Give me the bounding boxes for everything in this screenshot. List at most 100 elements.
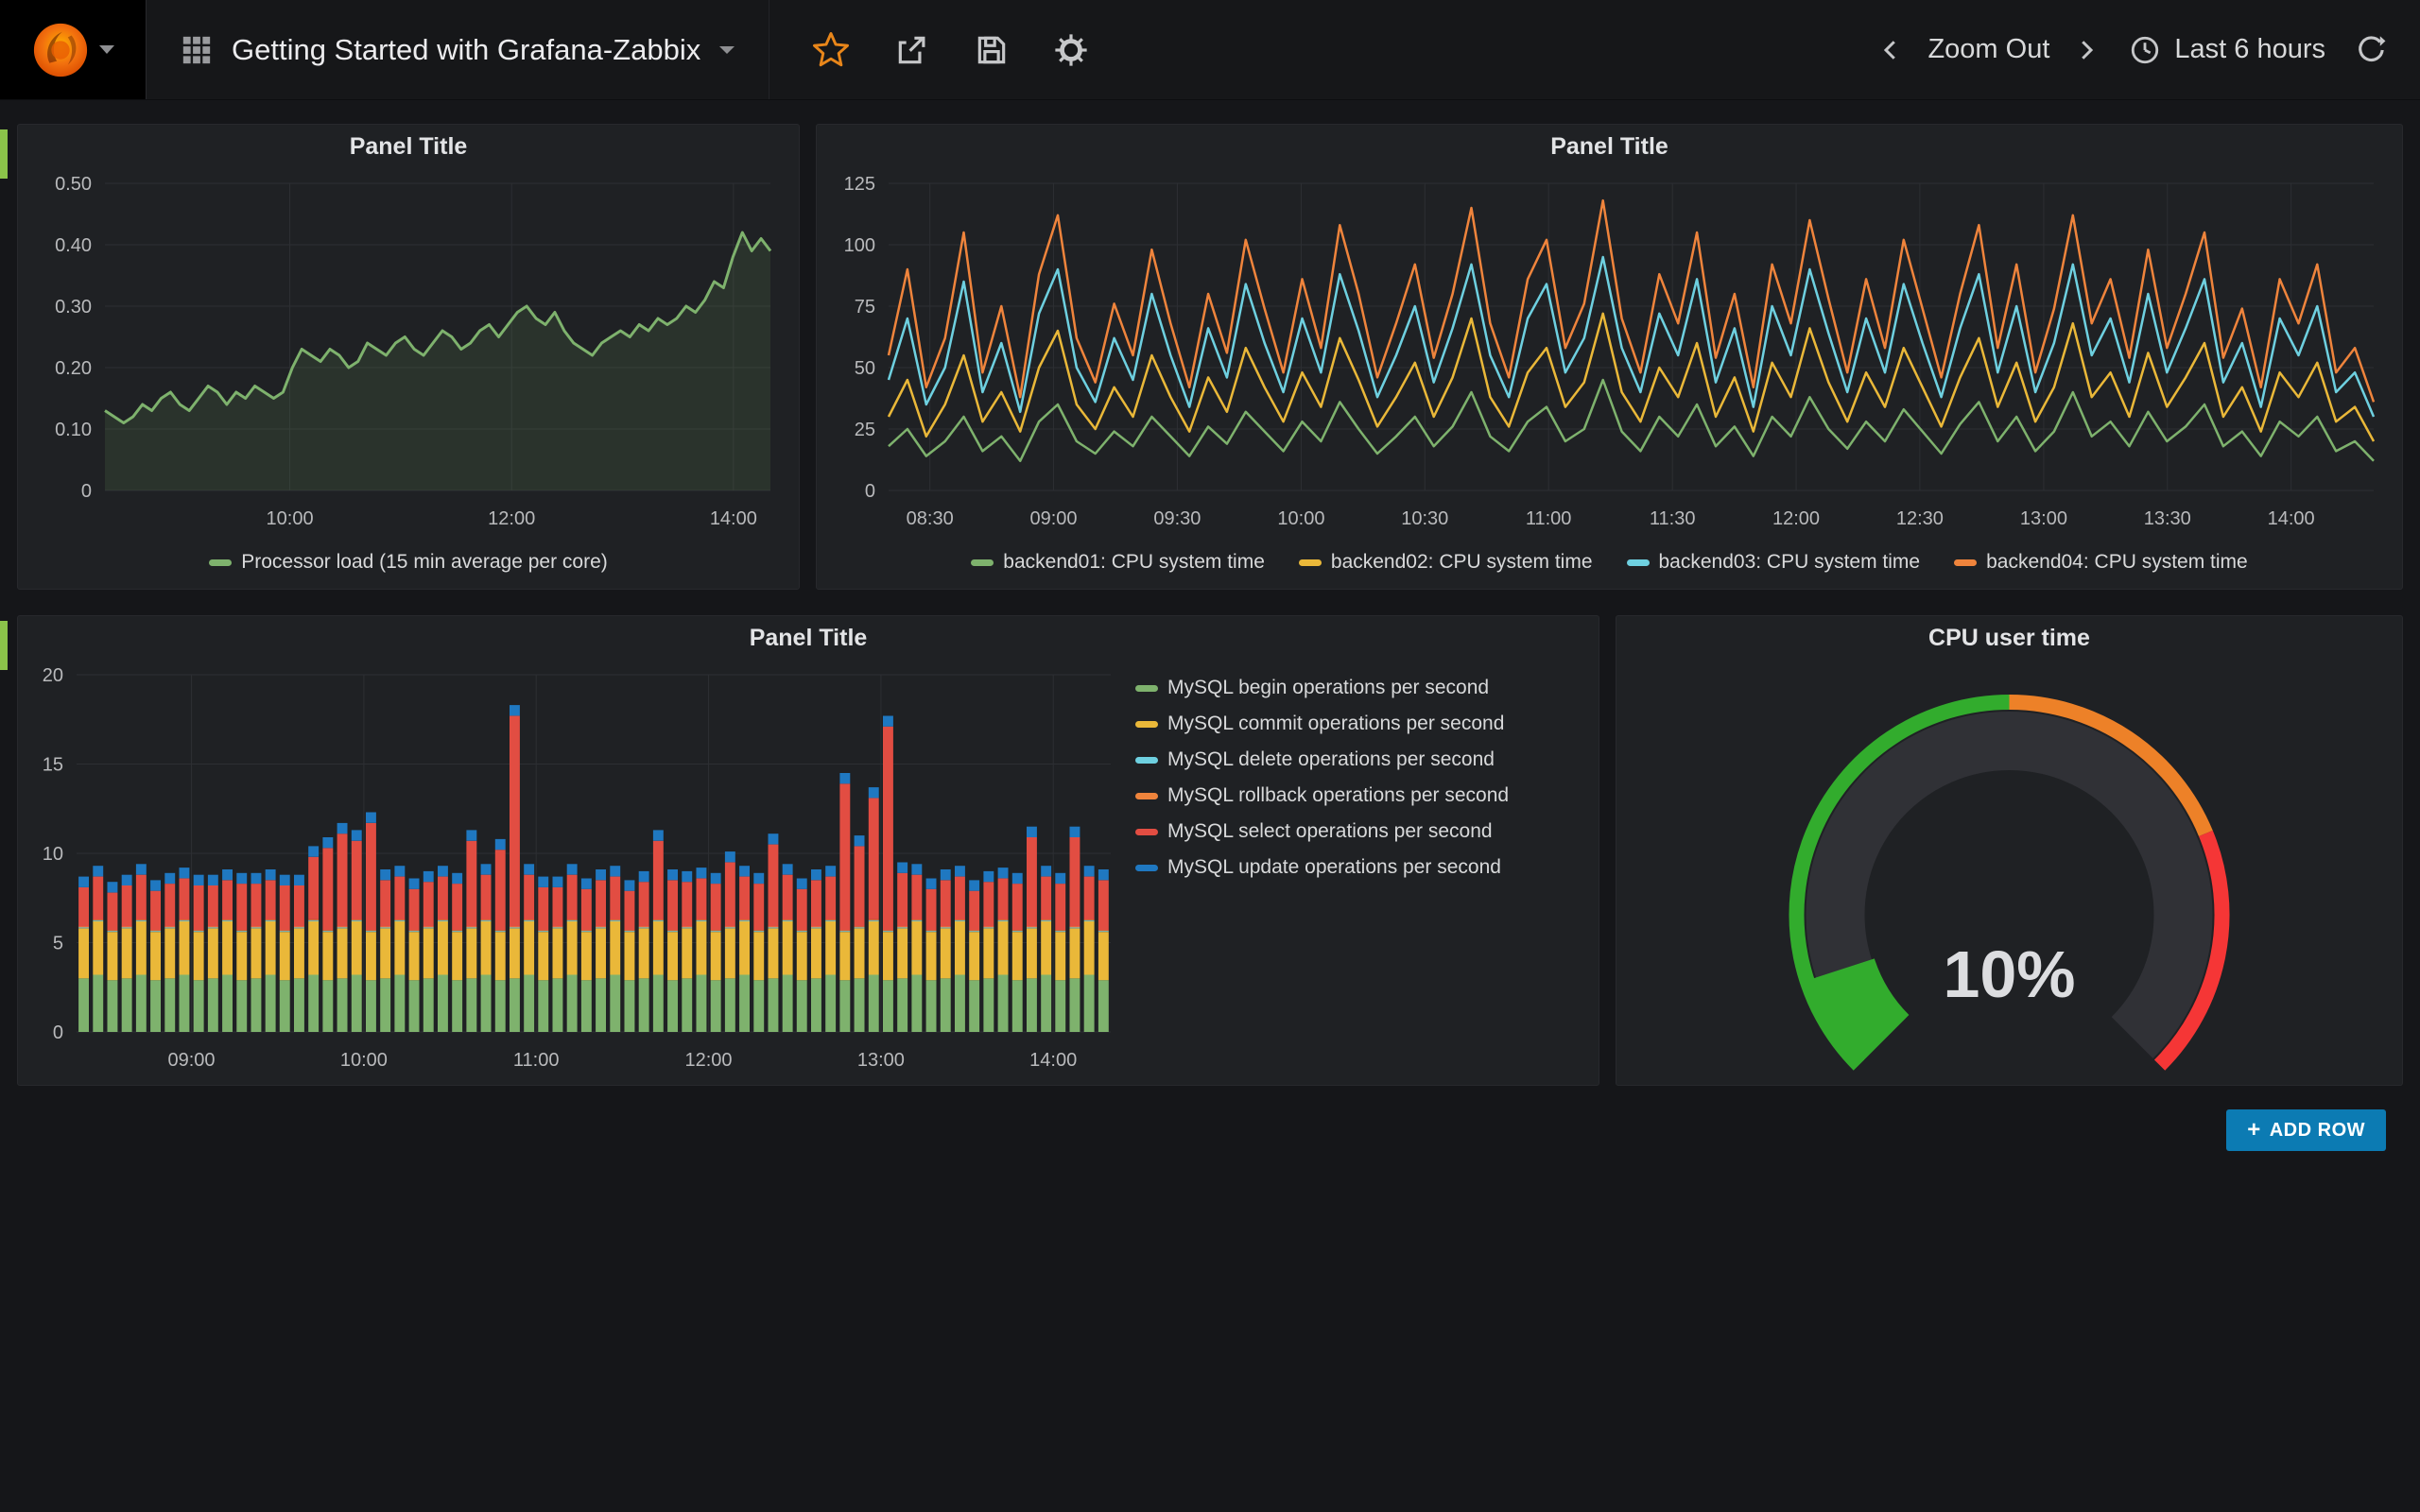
legend-item[interactable]: backend03: CPU system time [1626,551,1921,574]
legend-item[interactable]: backend02: CPU system time [1298,551,1593,574]
row-handle[interactable] [0,621,8,670]
legend-label: backend03: CPU system time [1658,551,1921,573]
save-icon [974,32,1010,68]
svg-text:13:30: 13:30 [2144,508,2191,529]
legend-item[interactable]: MySQL select operations per second [1135,820,1570,843]
dashboard-picker[interactable]: Getting Started with Grafana-Zabbix [147,0,770,99]
star-icon [811,30,851,70]
legend-item[interactable]: MySQL delete operations per second [1135,748,1570,771]
title-caret-icon [719,45,735,54]
add-row-label: ADD ROW [2269,1119,2365,1141]
legend-swatch [1954,558,1978,566]
panel-title[interactable]: Panel Title [1550,132,1668,160]
svg-text:15: 15 [43,755,63,776]
save-button[interactable] [974,32,1010,68]
legend-label: Processor load (15 min average per core) [241,551,608,573]
svg-text:12:00: 12:00 [1772,508,1820,529]
legend-item[interactable]: MySQL update operations per second [1135,856,1570,879]
legend-swatch [1135,828,1158,835]
svg-text:09:00: 09:00 [1030,508,1078,529]
panel-title[interactable]: CPU user time [1928,624,2090,651]
clock-icon [2129,34,2161,66]
svg-text:14:00: 14:00 [710,508,757,529]
time-picker-button[interactable]: Last 6 hours [2129,34,2325,66]
chart-area-mysql-operations[interactable]: 0 5 10 15 20 09:00 10:00 11:00 12:00 13:00 14:00 [18,660,1128,1085]
legend-item[interactable]: MySQL begin operations per second [1135,677,1570,699]
refresh-button[interactable] [2354,34,2386,66]
grafana-logo[interactable] [0,0,147,99]
svg-text:10:00: 10:00 [267,508,314,529]
legend-item[interactable]: backend04: CPU system time [1954,551,2248,574]
legend-item[interactable]: MySQL rollback operations per second [1135,784,1570,807]
svg-text:13:00: 13:00 [857,1050,905,1071]
svg-text:10:00: 10:00 [340,1050,388,1071]
svg-text:5: 5 [53,934,63,954]
legend-label: MySQL select operations per second [1167,820,1493,842]
plus-icon: + [2247,1117,2261,1143]
svg-text:11:00: 11:00 [1526,508,1572,529]
chart-area-cpu-system-time[interactable]: 0 25 50 75 100 125 08:30 09:00 09:30 10:00 10:30 11… [817,168,2402,543]
legend-swatch [209,558,233,566]
row-handle[interactable] [0,129,8,179]
svg-text:14:00: 14:00 [2268,508,2315,529]
svg-text:12:00: 12:00 [685,1050,733,1071]
chevron-left-icon [1876,36,1905,64]
legend-swatch [1626,558,1650,566]
share-icon [894,32,930,68]
gear-icon [1053,32,1089,68]
legend-item[interactable]: MySQL commit operations per second [1135,713,1570,735]
legend-item[interactable]: backend01: CPU system time [971,551,1265,574]
chevron-right-icon [2072,36,2100,64]
star-button[interactable] [811,30,851,70]
svg-text:10:30: 10:30 [1401,508,1448,529]
legend-label: MySQL commit operations per second [1167,713,1505,734]
panel-title[interactable]: Panel Title [349,132,468,160]
settings-button[interactable] [1053,32,1089,68]
logo-caret-icon [99,45,114,54]
time-shift-back-button[interactable] [1876,36,1905,64]
svg-text:14:00: 14:00 [1029,1050,1077,1071]
panel-processor-load: Panel Title 0 0.10 0.20 0.30 0.40 0.50 10:00 12… [17,124,800,590]
svg-text:13:00: 13:00 [2020,508,2067,529]
dashboard-row-1: Panel Title 0 0.10 0.20 0.30 0.40 0.50 10:00 12… [0,124,2403,590]
add-row-button[interactable]: + ADD ROW [2226,1109,2386,1151]
dashboard-row-2: Panel Title 0 5 10 15 20 09:00 10:00 11:00 12:00… [0,615,2403,1086]
dashboard: Panel Title 0 0.10 0.20 0.30 0.40 0.50 10:00 12… [0,100,2420,1151]
svg-text:50: 50 [855,358,875,379]
time-shift-forward-button[interactable] [2072,36,2100,64]
svg-text:11:30: 11:30 [1650,508,1696,529]
svg-text:100: 100 [844,235,875,256]
panel-cpu-system-time: Panel Title 0 25 50 75 100 125 08:30 09:00 09:30… [816,124,2403,590]
svg-text:0.40: 0.40 [55,235,92,256]
svg-text:0.20: 0.20 [55,358,92,379]
panel-mysql-operations: Panel Title 0 5 10 15 20 09:00 10:00 11:00 12:00… [17,615,1599,1086]
legend-label: MySQL delete operations per second [1167,748,1495,770]
legend-item[interactable]: Processor load (15 min average per core) [209,551,608,574]
legend-label: backend04: CPU system time [1986,551,2248,573]
svg-text:10:00: 10:00 [1277,508,1324,529]
svg-text:09:00: 09:00 [168,1050,216,1071]
svg-text:20: 20 [43,665,63,686]
svg-text:0.50: 0.50 [55,174,92,195]
share-button[interactable] [894,32,930,68]
panel-title[interactable]: Panel Title [749,624,868,651]
legend-label: backend01: CPU system time [1003,551,1265,573]
dashboard-grid-icon [181,34,213,66]
legend-label: MySQL update operations per second [1167,856,1501,878]
svg-text:0.30: 0.30 [55,297,92,318]
svg-text:0.10: 0.10 [55,420,92,440]
legend-swatch [1135,684,1158,692]
svg-text:11:00: 11:00 [513,1050,560,1071]
zoom-out-button[interactable]: Zoom Out [1927,34,2049,65]
svg-text:0: 0 [865,481,875,502]
dashboard-title: Getting Started with Grafana-Zabbix [232,32,701,66]
navbar: Getting Started with Grafana-Zabbix [0,0,2420,100]
zoom-out-label: Zoom Out [1927,34,2050,64]
grafana-flame-icon [31,21,90,79]
svg-text:12:00: 12:00 [488,508,535,529]
svg-text:0: 0 [81,481,92,502]
gauge-cpu-user-time[interactable]: 10% [1616,660,2402,1085]
svg-text:75: 75 [855,297,875,318]
chart-area-processor-load[interactable]: 0 0.10 0.20 0.30 0.40 0.50 10:00 12:00 14:00 [18,168,799,543]
time-range-label: Last 6 hours [2174,34,2325,64]
